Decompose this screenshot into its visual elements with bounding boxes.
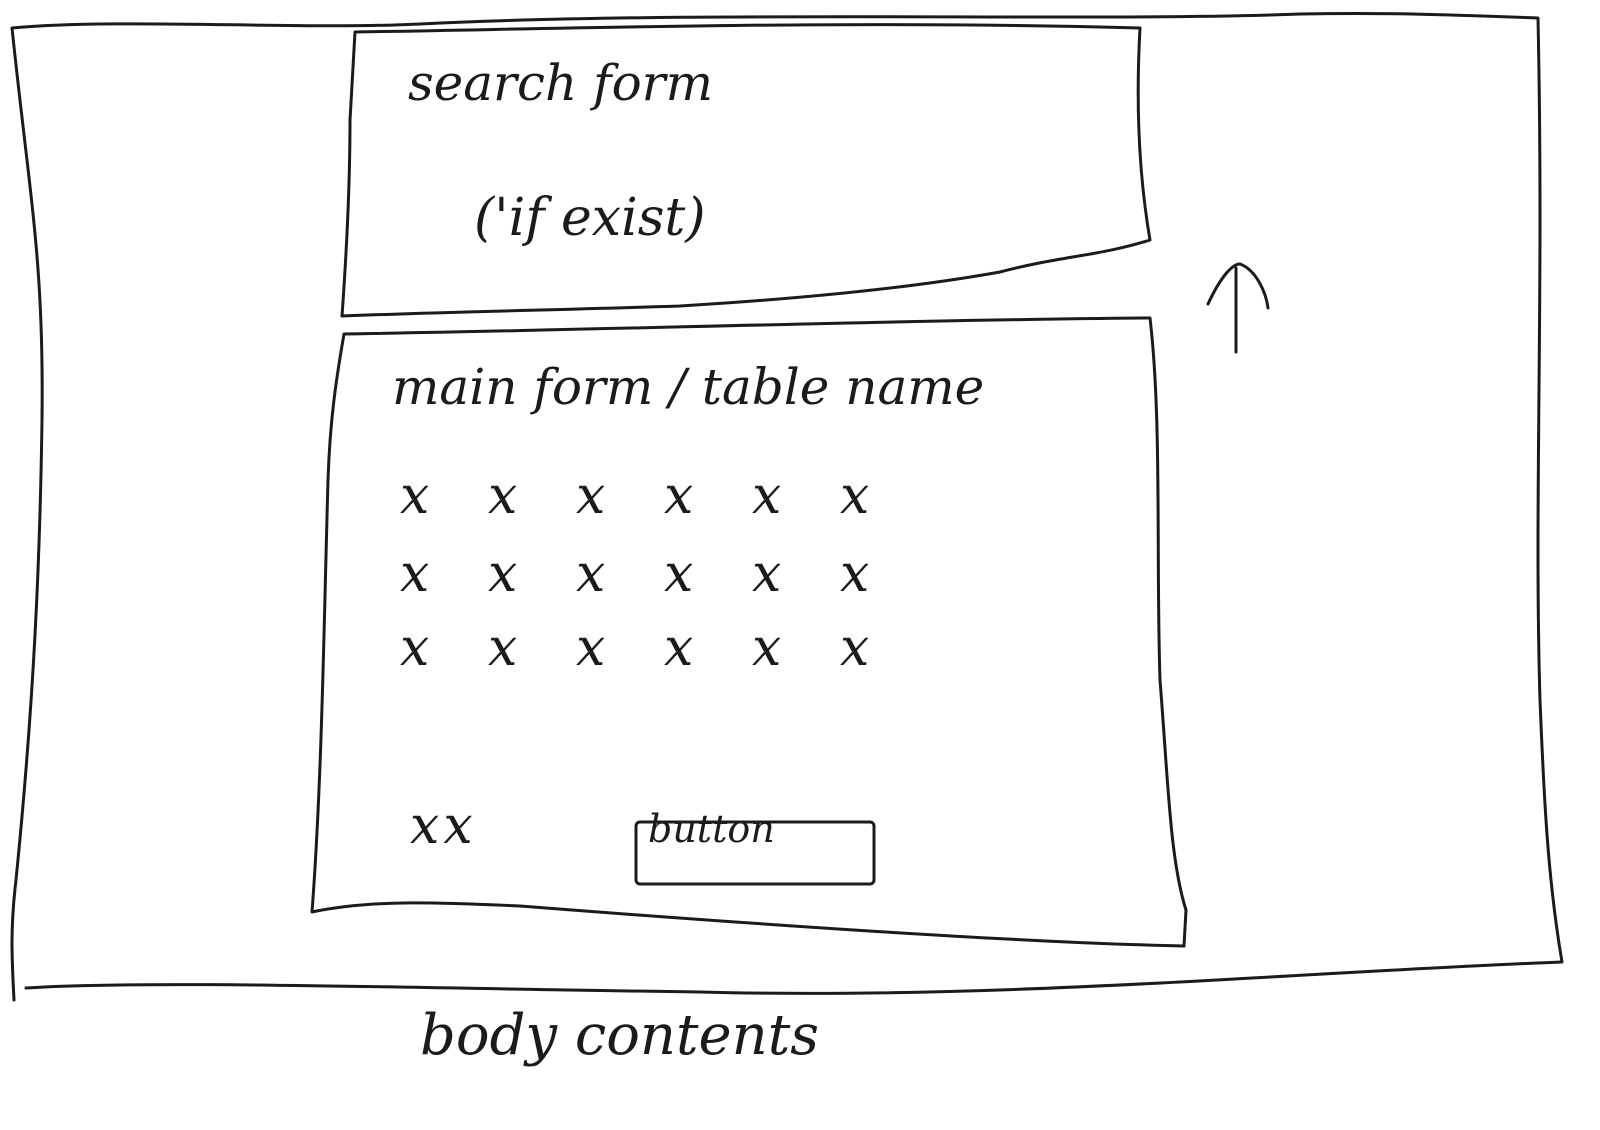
table-cell: x — [752, 618, 782, 678]
table-cell: x — [840, 544, 870, 604]
action-button[interactable]: button — [648, 807, 775, 851]
table-cell: x — [752, 544, 782, 604]
body-frame — [10, 11, 1564, 1002]
table-row: x x x x x x — [400, 548, 928, 600]
table-cell: x — [664, 618, 694, 678]
table-cell: x — [488, 466, 518, 526]
footer-marks: xx — [410, 796, 477, 856]
search-form-title: search form — [408, 54, 713, 112]
body-contents-caption: body contents — [420, 1003, 819, 1068]
button-box-outline — [634, 820, 876, 886]
main-form-box — [310, 316, 1188, 948]
table-cell: x — [400, 618, 430, 678]
table-row: x x x x x x — [400, 470, 928, 522]
table-cell: x — [488, 544, 518, 604]
search-form-box — [340, 23, 1152, 318]
search-form-note: ('if exist) — [474, 188, 706, 248]
table-cell: x — [576, 544, 606, 604]
table-cell: x — [664, 466, 694, 526]
table-row: x x x x x x — [400, 622, 928, 674]
table-cell: x — [400, 544, 430, 604]
table-cell: x — [400, 466, 430, 526]
arrow-up-icon — [1206, 262, 1270, 354]
table-cell: x — [488, 618, 518, 678]
table-cell: x — [664, 544, 694, 604]
table-cell: x — [576, 466, 606, 526]
table-cell: x — [840, 618, 870, 678]
table-cell: x — [752, 466, 782, 526]
main-form-title: main form / table name — [392, 358, 985, 416]
table-cell: x — [576, 618, 606, 678]
table-cell: x — [840, 466, 870, 526]
